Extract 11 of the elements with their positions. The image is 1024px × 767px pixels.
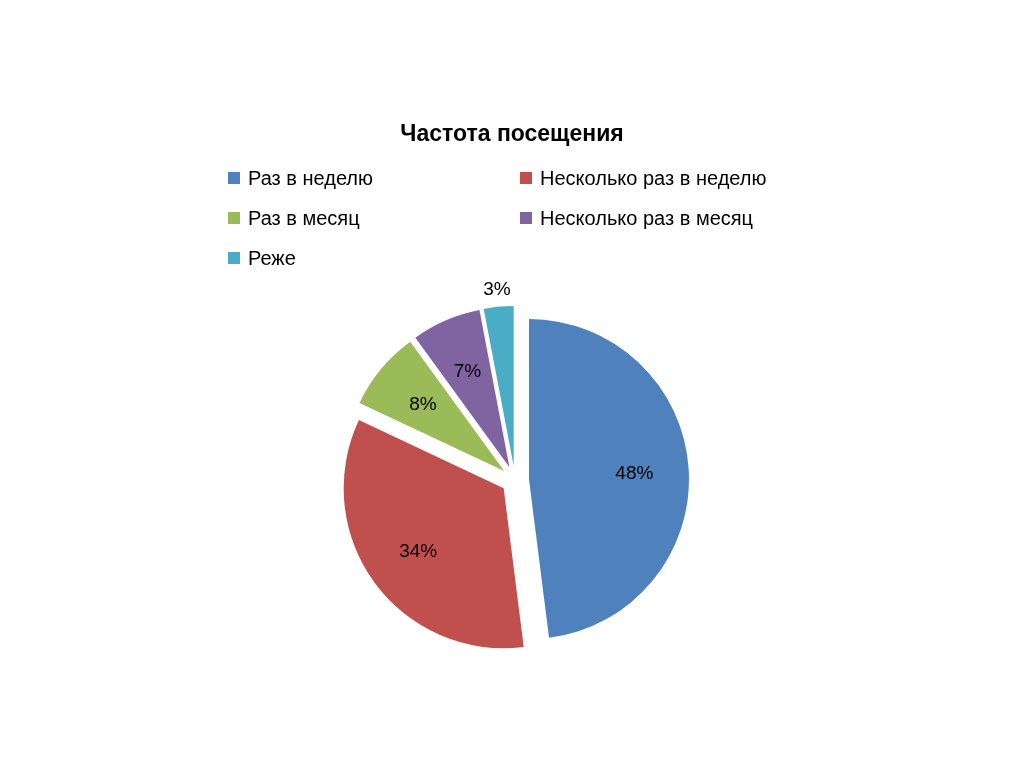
data-label: 7% — [453, 359, 482, 381]
data-label: 48% — [615, 461, 654, 483]
legend-label: Реже — [248, 247, 296, 269]
chart-title: Частота посещения — [400, 120, 624, 146]
legend-label: Раз в месяц — [248, 207, 360, 229]
legend-label: Несколько раз в месяц — [540, 207, 754, 229]
legend-label: Раз в неделю — [248, 167, 374, 189]
data-label: 8% — [409, 393, 437, 415]
data-label: 3% — [483, 278, 511, 300]
legend-label: Несколько раз в неделю — [540, 167, 767, 189]
data-label: 34% — [399, 539, 438, 561]
